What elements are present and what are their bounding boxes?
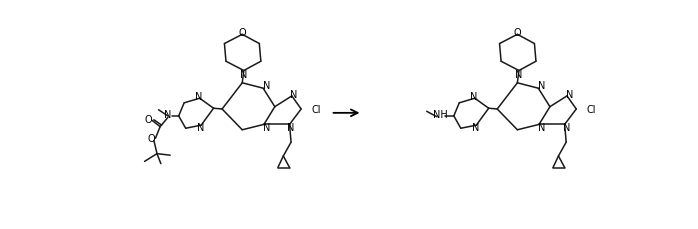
Text: N: N — [565, 89, 573, 99]
Text: O: O — [148, 134, 156, 144]
Text: N: N — [538, 122, 546, 132]
Text: N: N — [195, 92, 202, 101]
Text: N: N — [240, 69, 248, 79]
Text: N: N — [197, 123, 204, 133]
Text: O: O — [239, 28, 246, 38]
Text: N: N — [263, 122, 271, 132]
Text: Cl: Cl — [586, 104, 596, 114]
Text: NH: NH — [433, 109, 448, 119]
Text: N: N — [515, 69, 523, 79]
Text: Cl: Cl — [311, 104, 320, 114]
Text: N: N — [537, 81, 545, 91]
Text: N: N — [262, 81, 270, 91]
Text: N: N — [472, 123, 480, 133]
Text: N: N — [563, 122, 570, 132]
Text: N: N — [470, 92, 477, 101]
Text: O: O — [514, 28, 521, 38]
Text: N: N — [290, 89, 298, 99]
Text: O: O — [144, 114, 152, 124]
Text: N: N — [164, 109, 172, 119]
Text: N: N — [288, 122, 295, 132]
